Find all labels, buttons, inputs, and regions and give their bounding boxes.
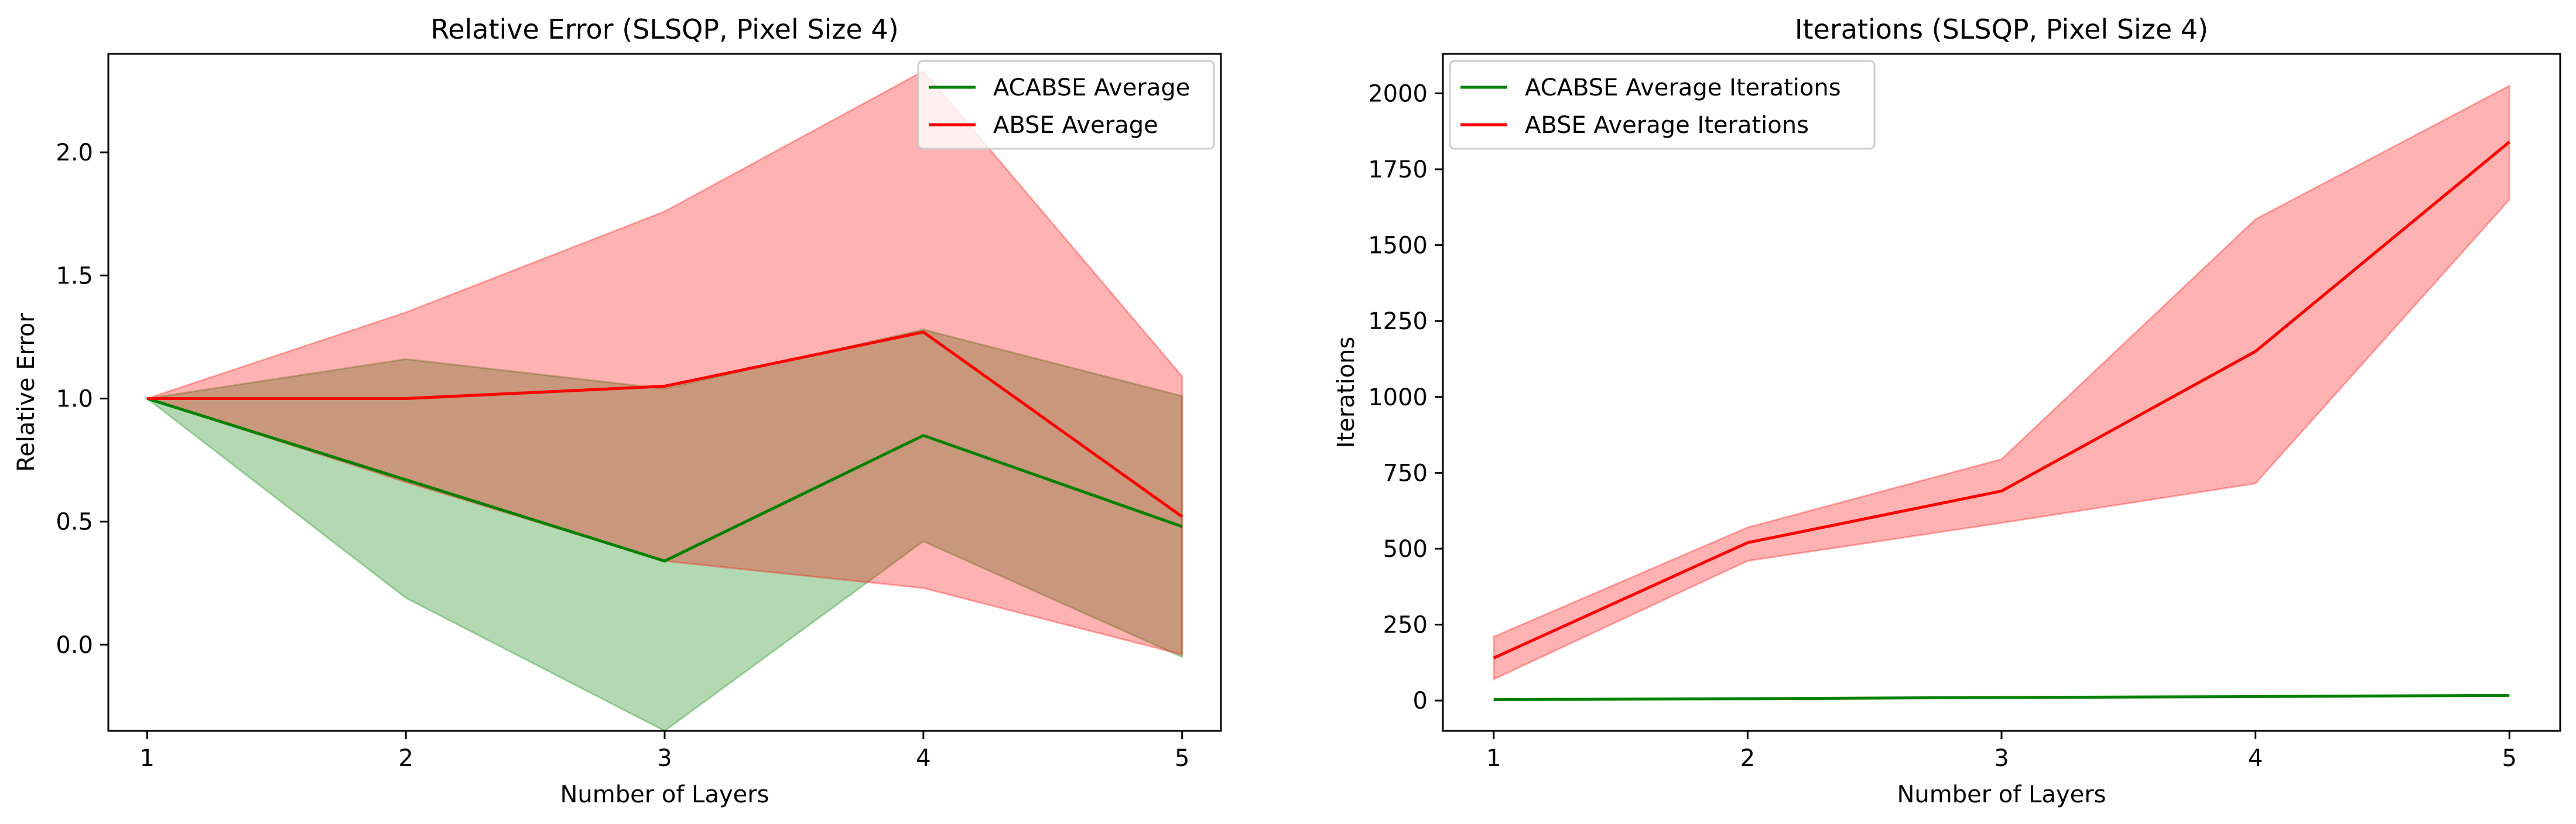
x-tick-label: 4 bbox=[916, 745, 930, 772]
iterations-x-axis-label: Number of Layers bbox=[1897, 781, 2106, 808]
legend-label-abse-average-iterations: ABSE Average Iterations bbox=[1525, 112, 1809, 139]
abse-average-iterations-band bbox=[1493, 84, 2510, 681]
iterations-legend: ACABSE Average Iterations ABSE Average I… bbox=[1449, 60, 1876, 150]
y-tick-label: 2.0 bbox=[56, 139, 93, 166]
iterations-lines bbox=[1493, 141, 2510, 702]
x-tick-label: 1 bbox=[1486, 745, 1501, 772]
legend-label-acabse-average: ACABSE Average bbox=[993, 74, 1190, 101]
y-tick-label: 250 bbox=[1383, 612, 1428, 639]
relative-error-x-ticks: 1 2 3 4 5 bbox=[140, 731, 1189, 772]
x-tick-label: 5 bbox=[2502, 745, 2517, 772]
y-tick-label: 0.0 bbox=[56, 632, 93, 659]
y-tick-label: 0.5 bbox=[56, 509, 93, 536]
relative-error-subplot: 1 2 3 4 5 0.0 0.5 1.0 1.5 2.0 Relative Error (SL… bbox=[13, 13, 1222, 808]
abse-average-iterations-line bbox=[1493, 141, 2510, 659]
relative-error-x-axis-label: Number of Layers bbox=[560, 781, 769, 808]
y-tick-label: 1.0 bbox=[56, 386, 93, 413]
iterations-y-axis-label: Iterations bbox=[1333, 337, 1360, 449]
x-tick-label: 3 bbox=[657, 745, 672, 772]
relative-error-y-axis-label: Relative Error bbox=[13, 313, 40, 472]
y-tick-label: 750 bbox=[1383, 460, 1428, 487]
x-tick-label: 5 bbox=[1175, 745, 1189, 772]
iterations-title: Iterations (SLSQP, Pixel Size 4) bbox=[1795, 13, 2208, 45]
y-tick-label: 1000 bbox=[1368, 384, 1428, 411]
iterations-subplot: 1 2 3 4 5 0 250 500 750 1000 1250 1500 1750 2000 Ite… bbox=[1333, 13, 2561, 808]
relative-error-legend: ACABSE Average ABSE Average bbox=[917, 60, 1215, 150]
iterations-y-ticks: 0 250 500 750 1000 1250 1500 1750 2000 bbox=[1368, 80, 1443, 714]
acabse-average-line bbox=[146, 397, 1183, 563]
x-tick-label: 2 bbox=[1740, 745, 1755, 772]
relative-error-lines bbox=[146, 330, 1183, 563]
x-tick-label: 3 bbox=[1994, 745, 2009, 772]
iterations-x-ticks: 1 2 3 4 5 bbox=[1486, 731, 2517, 772]
y-tick-label: 2000 bbox=[1368, 80, 1428, 107]
x-tick-label: 1 bbox=[140, 745, 155, 772]
relative-error-title: Relative Error (SLSQP, Pixel Size 4) bbox=[430, 13, 898, 45]
acabse-average-iterations-line bbox=[1493, 693, 2510, 702]
iterations-bands bbox=[1493, 84, 2510, 681]
y-tick-label: 1500 bbox=[1368, 233, 1428, 259]
abse-average-line bbox=[147, 330, 1183, 518]
relative-error-y-ticks: 0.0 0.5 1.0 1.5 2.0 bbox=[56, 139, 108, 659]
y-tick-label: 1750 bbox=[1368, 156, 1428, 183]
legend-label-acabse-average-iterations: ACABSE Average Iterations bbox=[1525, 74, 1841, 101]
y-tick-label: 1250 bbox=[1368, 308, 1428, 335]
x-tick-label: 4 bbox=[2248, 745, 2263, 772]
y-tick-label: 500 bbox=[1383, 536, 1428, 563]
legend-label-abse-average: ABSE Average bbox=[993, 112, 1158, 139]
x-tick-label: 2 bbox=[398, 745, 413, 772]
legend-box bbox=[1449, 60, 1876, 150]
y-tick-label: 0 bbox=[1413, 688, 1428, 714]
legend-box bbox=[917, 60, 1215, 150]
y-tick-label: 1.5 bbox=[56, 262, 93, 289]
